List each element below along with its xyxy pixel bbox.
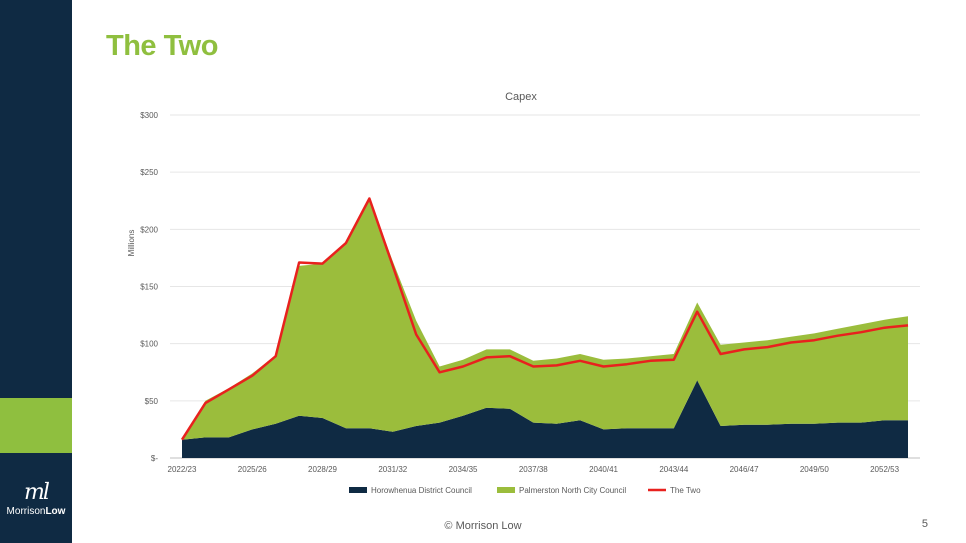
x-tick-label: 2040/41 (589, 465, 618, 474)
logo-text-bold: Low (45, 506, 66, 517)
x-tick-label: 2031/32 (378, 465, 407, 474)
legend-swatch-0 (349, 487, 367, 493)
footer-copyright: © Morrison Low (444, 520, 522, 532)
x-tick-label: 2043/44 (659, 465, 688, 474)
x-tick-label: 2046/47 (730, 465, 759, 474)
page-title: The Two (106, 30, 218, 62)
x-tick-label: 2034/35 (449, 465, 478, 474)
x-tick-label: 2049/50 (800, 465, 829, 474)
logo-text-regular: Morrison (6, 506, 46, 517)
x-tick-label: 2025/26 (238, 465, 267, 474)
x-tick-label: 2022/23 (168, 465, 197, 474)
y-tick-label: $300 (140, 111, 158, 120)
series-lines (180, 197, 909, 441)
page-number: 5 (921, 518, 928, 530)
y-tick-label: $250 (140, 168, 158, 177)
legend-swatch-1 (497, 487, 515, 493)
area-series-1 (182, 198, 908, 440)
y-axis-label: Millions (127, 230, 136, 257)
x-tick-label: 2028/29 (308, 465, 337, 474)
sidebar-accent-block (0, 398, 72, 453)
y-tick-label: $100 (140, 340, 158, 349)
chart-title: Capex (505, 91, 537, 103)
area-series-0 (182, 380, 908, 458)
logo-wordmark: MorrisonLow (0, 506, 72, 518)
x-tick-label: 2037/38 (519, 465, 548, 474)
legend: Horowhenua District Council Palmerston No… (349, 486, 701, 495)
legend-label-1: Palmerston North City Council (519, 486, 626, 495)
legend-label-2: The Two (670, 486, 701, 495)
line-series-0 (180, 197, 909, 441)
y-tick-label: $50 (145, 397, 159, 406)
x-tick-labels: 2022/23 2025/26 2028/29 2031/32 2034/35 2037/… (168, 465, 900, 474)
logo-mark: ml (24, 480, 50, 505)
y-tick-label: $- (151, 454, 158, 463)
y-tick-label: $150 (140, 283, 158, 292)
x-tick-label: 2052/53 (870, 465, 899, 474)
series-areas (182, 198, 908, 458)
morrison-low-logo: ml MorrisonLow (0, 482, 72, 522)
legend-label-0: Horowhenua District Council (371, 486, 472, 495)
y-tick-label: $200 (140, 225, 158, 234)
y-tick-labels: $- $50 $100 $150 $200 $250 $300 (140, 111, 158, 463)
